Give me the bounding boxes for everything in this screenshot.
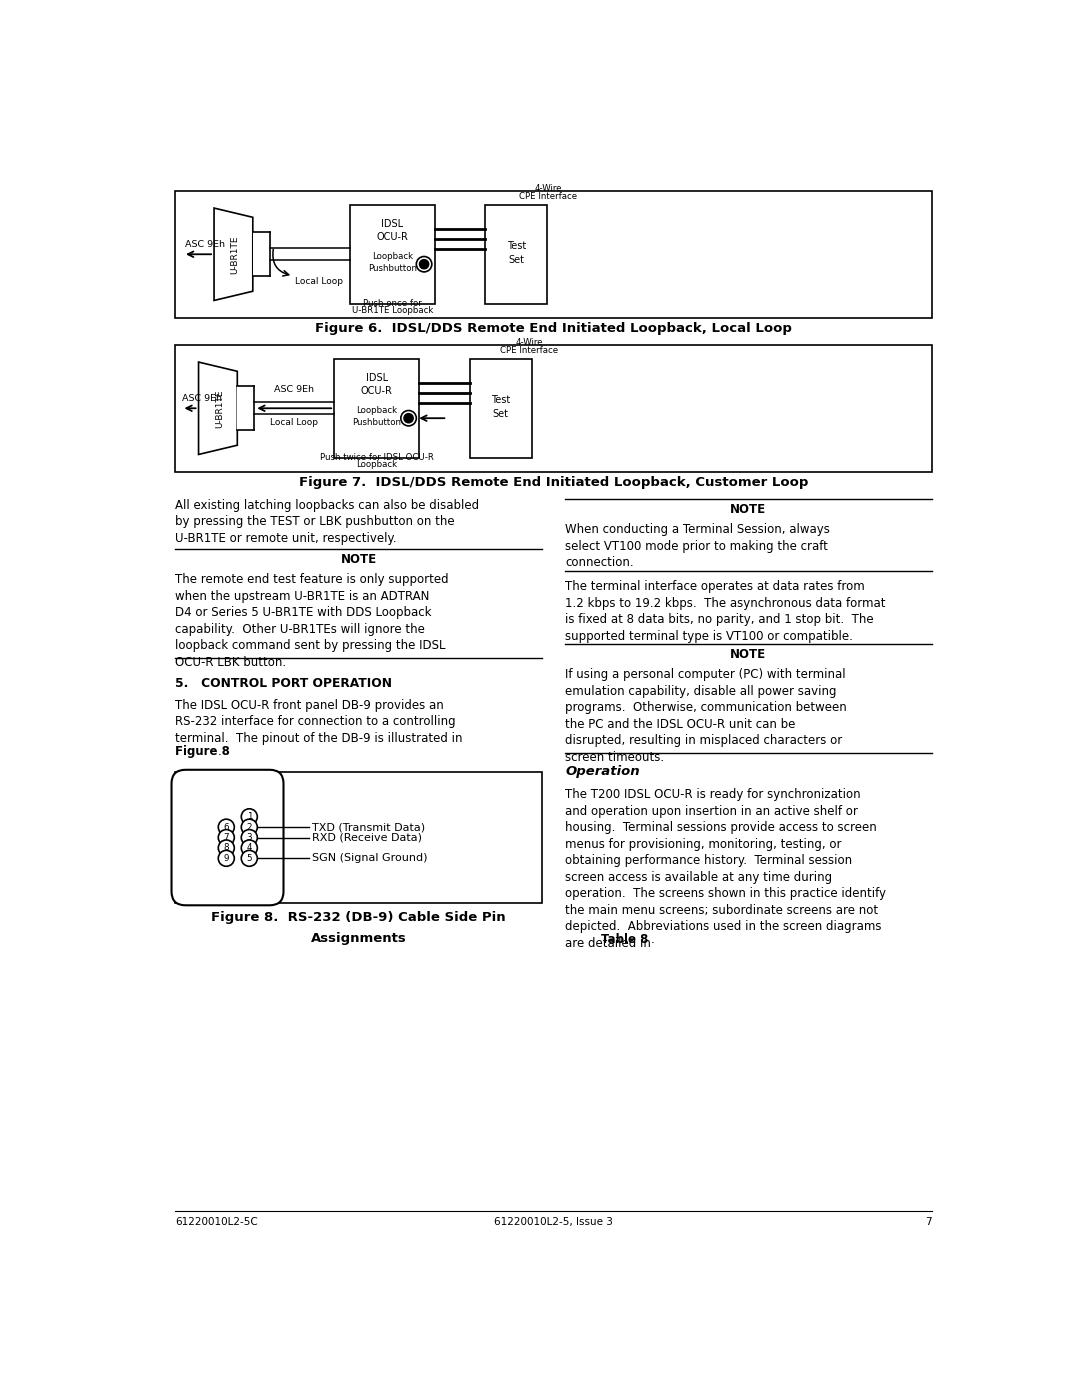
Text: .: .: [650, 933, 654, 946]
Text: If using a personal computer (PC) with terminal
emulation capability, disable al: If using a personal computer (PC) with t…: [565, 668, 847, 764]
Text: ASC 9Eh: ASC 9Eh: [274, 386, 314, 394]
Text: Loopback: Loopback: [356, 405, 397, 415]
Text: The remote end test feature is only supported
when the upstream U-BR1TE is an AD: The remote end test feature is only supp…: [175, 573, 449, 669]
Circle shape: [419, 260, 429, 268]
Bar: [175, 345, 932, 472]
Text: Loopback: Loopback: [356, 460, 397, 469]
Text: RXD (Receive Data): RXD (Receive Data): [312, 833, 422, 842]
Text: 4: 4: [246, 844, 252, 852]
Text: Assignments: Assignments: [311, 932, 406, 946]
Bar: [238, 386, 255, 430]
Text: .: .: [218, 745, 221, 759]
Text: ASC 9Eh: ASC 9Eh: [183, 394, 222, 402]
Bar: [470, 359, 531, 458]
Text: Set: Set: [492, 409, 509, 419]
Text: Figure 6.  IDSL/DDS Remote End Initiated Loopback, Local Loop: Figure 6. IDSL/DDS Remote End Initiated …: [315, 321, 792, 335]
Text: NOTE: NOTE: [730, 648, 767, 661]
FancyBboxPatch shape: [172, 770, 284, 905]
Text: 61220010L2-5, Issue 3: 61220010L2-5, Issue 3: [494, 1217, 613, 1227]
Circle shape: [241, 809, 257, 824]
Text: Table 8: Table 8: [600, 933, 648, 946]
Text: Push once for: Push once for: [363, 299, 421, 307]
Circle shape: [218, 830, 234, 845]
Circle shape: [218, 840, 234, 856]
Text: 7: 7: [224, 833, 229, 842]
Text: 5.   CONTROL PORT OPERATION: 5. CONTROL PORT OPERATION: [175, 678, 392, 690]
Text: Pushbutton: Pushbutton: [368, 264, 417, 272]
Bar: [350, 204, 435, 305]
Text: All existing latching loopbacks can also be disabled
by pressing the TEST or LBK: All existing latching loopbacks can also…: [175, 499, 480, 545]
Text: 2: 2: [246, 823, 252, 831]
Text: NOTE: NOTE: [730, 503, 767, 517]
Circle shape: [416, 257, 432, 272]
Text: U-BR1TE: U-BR1TE: [215, 388, 224, 427]
Circle shape: [241, 830, 257, 845]
Text: U-BR1TE Loopback: U-BR1TE Loopback: [352, 306, 433, 314]
Text: ASC 9Eh: ASC 9Eh: [185, 240, 225, 249]
Circle shape: [241, 840, 257, 856]
Text: Set: Set: [509, 256, 524, 265]
Circle shape: [218, 819, 234, 835]
Bar: [253, 232, 270, 277]
Circle shape: [241, 819, 257, 835]
Text: NOTE: NOTE: [340, 553, 377, 566]
Text: OCU-R: OCU-R: [361, 387, 393, 397]
Text: TXD (Transmit Data): TXD (Transmit Data): [312, 823, 426, 833]
Bar: [485, 204, 548, 305]
Text: Test: Test: [491, 395, 511, 405]
Text: IDSL: IDSL: [366, 373, 388, 383]
Circle shape: [218, 851, 234, 866]
Circle shape: [241, 851, 257, 866]
Text: Local Loop: Local Loop: [270, 418, 319, 426]
Text: The T200 IDSL OCU-R is ready for synchronization
and operation upon insertion in: The T200 IDSL OCU-R is ready for synchro…: [565, 788, 886, 950]
Text: Figure 8: Figure 8: [175, 745, 230, 759]
Text: The IDSL OCU-R front panel DB-9 provides an
RS-232 interface for connection to a: The IDSL OCU-R front panel DB-9 provides…: [175, 698, 463, 745]
Text: 5: 5: [246, 854, 252, 863]
Text: 6: 6: [224, 823, 229, 831]
Text: SGN (Signal Ground): SGN (Signal Ground): [312, 854, 428, 863]
Text: Figure 7.  IDSL/DDS Remote End Initiated Loopback, Customer Loop: Figure 7. IDSL/DDS Remote End Initiated …: [299, 475, 808, 489]
Text: When conducting a Terminal Session, always
select VT100 mode prior to making the: When conducting a Terminal Session, alwa…: [565, 524, 831, 570]
Circle shape: [401, 411, 416, 426]
Bar: [175, 773, 542, 902]
Bar: [175, 191, 932, 317]
Text: Pushbutton: Pushbutton: [352, 418, 402, 426]
Text: 8: 8: [224, 844, 229, 852]
Text: Test: Test: [507, 242, 526, 251]
Text: IDSL: IDSL: [381, 219, 403, 229]
Text: Operation: Operation: [565, 766, 639, 778]
Bar: [334, 359, 419, 458]
Text: The terminal interface operates at data rates from
1.2 kbps to 19.2 kbps.  The a: The terminal interface operates at data …: [565, 580, 886, 643]
Text: 61220010L2-5C: 61220010L2-5C: [175, 1217, 258, 1227]
Text: CPE Interface: CPE Interface: [500, 345, 558, 355]
Text: OCU-R: OCU-R: [376, 232, 408, 242]
Text: Push twice for IDSL OCU-R: Push twice for IDSL OCU-R: [320, 453, 434, 462]
Text: U-BR1TE: U-BR1TE: [230, 235, 240, 274]
Text: Loopback: Loopback: [372, 251, 413, 261]
Text: 1: 1: [246, 812, 252, 821]
Text: 4-Wire: 4-Wire: [535, 184, 562, 193]
Circle shape: [404, 414, 414, 423]
Text: 7: 7: [926, 1217, 932, 1227]
Text: CPE Interface: CPE Interface: [518, 191, 577, 201]
Text: 4-Wire: 4-Wire: [515, 338, 543, 346]
Text: 9: 9: [224, 854, 229, 863]
Text: 3: 3: [246, 833, 252, 842]
Text: Figure 8.  RS-232 (DB-9) Cable Side Pin: Figure 8. RS-232 (DB-9) Cable Side Pin: [212, 911, 505, 923]
Text: Local Loop: Local Loop: [296, 278, 343, 286]
